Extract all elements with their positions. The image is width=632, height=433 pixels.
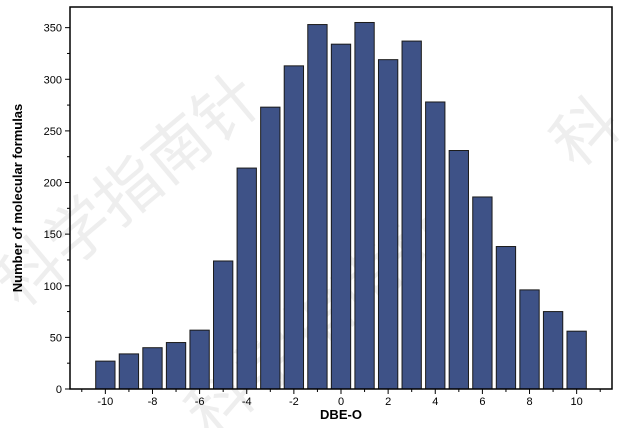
y-tick-label: 0 xyxy=(56,384,62,396)
x-axis: -10 -8 -6 -4 -2 0 2 4 6 8 10 xyxy=(81,389,601,408)
x-tick-label: 6 xyxy=(479,396,485,408)
bar--3 xyxy=(260,106,281,390)
x-tick-label: -4 xyxy=(242,396,252,408)
bar--6 xyxy=(189,329,210,390)
x-axis-title: DBE-O xyxy=(320,407,362,422)
bar--9 xyxy=(118,353,140,390)
x-tick-label: 10 xyxy=(571,396,583,408)
watermark-text-3: 科 xyxy=(538,84,632,182)
bar-2 xyxy=(377,59,399,390)
watermark-text-1: 科学指南针 xyxy=(0,60,275,322)
bar-7 xyxy=(495,246,517,390)
y-tick-label: 200 xyxy=(44,178,62,190)
y-tick-label: 250 xyxy=(44,126,62,138)
y-tick-label: 350 xyxy=(44,23,62,35)
bar-10 xyxy=(566,330,587,390)
bar-0 xyxy=(330,43,352,390)
bar-6 xyxy=(472,196,493,390)
bars xyxy=(95,21,587,390)
x-tick-label: -8 xyxy=(148,396,158,408)
y-tick-label: 300 xyxy=(44,74,62,86)
bar--10 xyxy=(95,360,116,390)
x-tick-label: 2 xyxy=(385,396,391,408)
y-tick-label: 50 xyxy=(50,332,62,344)
bar--4 xyxy=(236,167,257,390)
x-tick-label: 8 xyxy=(526,396,532,408)
bar-4 xyxy=(425,101,446,390)
bar--1 xyxy=(307,24,328,390)
x-tick-label: -6 xyxy=(195,396,205,408)
bar--2 xyxy=(283,65,305,390)
x-tick-label: -2 xyxy=(289,396,299,408)
bar--7 xyxy=(165,342,187,390)
bar-8 xyxy=(519,289,540,390)
x-tick-label: 0 xyxy=(338,396,344,408)
y-axis: 0 50 100 150 200 250 300 350 xyxy=(44,23,70,396)
bar-5 xyxy=(448,150,469,390)
bar--5 xyxy=(213,260,234,390)
bar--8 xyxy=(142,347,163,390)
y-tick-label: 150 xyxy=(44,229,62,241)
x-tick-label: 4 xyxy=(432,396,438,408)
bar-1 xyxy=(354,21,375,390)
bar-3 xyxy=(401,40,422,390)
x-tick-label: -10 xyxy=(97,396,113,408)
y-tick-label: 100 xyxy=(44,281,62,293)
bar-9 xyxy=(542,311,564,390)
y-axis-title: Number of molecular formulas xyxy=(10,104,25,293)
